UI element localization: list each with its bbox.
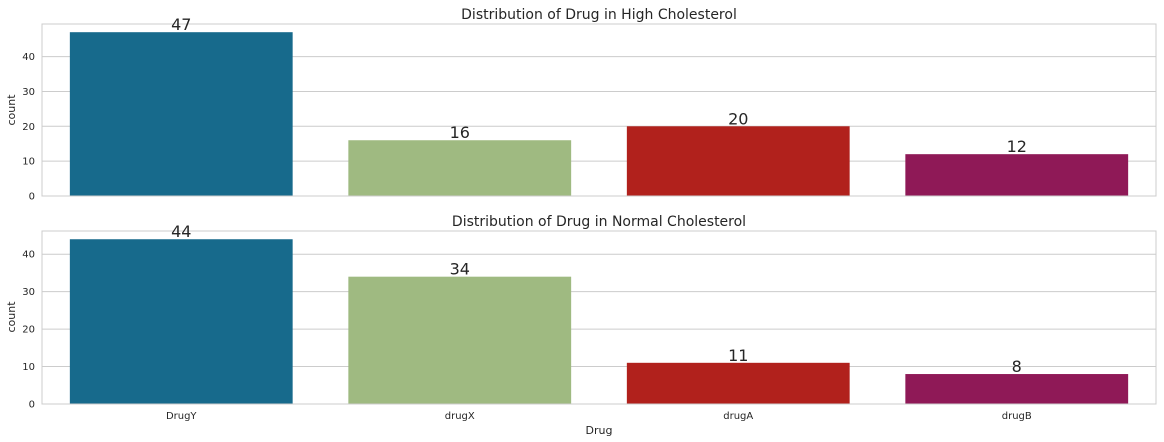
y-tick-label: 20 [22,325,35,336]
y-axis-label: count [5,94,18,126]
data-label-DrugY: 44 [171,222,191,241]
data-label-drugX: 16 [450,123,470,142]
normal-cholesterol-panel: 0 10 20 30 40 DrugY drugX drugA drugB 44 34 11 8 D… [5,214,1157,437]
y-tick-labels: 0 10 20 30 40 [22,52,35,202]
bar-drugB [905,374,1129,404]
high-cholesterol-panel: 0 10 20 30 40 47 16 20 12 Distribution of Drug … [5,7,1157,203]
data-labels: 47 16 20 12 [171,15,1027,156]
x-tick-label: DrugY [166,411,197,422]
data-labels: 44 34 11 8 [171,222,1022,376]
y-tick-label: 20 [22,122,35,133]
y-tick-label: 0 [29,192,35,203]
bar-drugX [348,276,572,404]
y-tick-label: 30 [22,287,35,298]
y-tick-label: 30 [22,87,35,98]
chart-title: Distribution of Drug in High Cholesterol [461,7,737,23]
data-label-drugB: 12 [1007,137,1027,156]
data-label-drugX: 34 [450,260,470,279]
bar-DrugY [69,239,293,404]
x-axis-label: Drug [586,424,613,437]
bars [69,239,1129,404]
bars [69,32,1129,196]
y-tick-label: 10 [22,362,35,373]
y-tick-labels: 0 10 20 30 40 [22,250,35,411]
y-tick-label: 10 [22,157,35,168]
data-label-DrugY: 47 [171,15,191,34]
bar-drugA [626,126,850,196]
x-tick-label: drugB [1002,411,1032,422]
bar-drugX [348,140,572,196]
bar-DrugY [69,32,293,196]
y-tick-label: 40 [22,52,35,63]
x-tick-label: drugX [445,411,475,422]
y-axis-label: count [5,301,18,333]
plot-frame [41,230,1157,405]
y-tick-label: 40 [22,250,35,261]
x-tick-label: drugA [723,411,753,422]
data-label-drugA: 11 [728,346,748,365]
plot-frame [41,23,1157,197]
chart-title: Distribution of Drug in Normal Cholester… [452,214,746,230]
y-tick-label: 0 [29,400,35,411]
bar-drugA [626,362,850,404]
data-label-drugA: 20 [728,109,748,128]
x-tick-labels: DrugY drugX drugA drugB [166,411,1032,422]
data-label-drugB: 8 [1012,357,1022,376]
bar-drugB [905,154,1129,196]
